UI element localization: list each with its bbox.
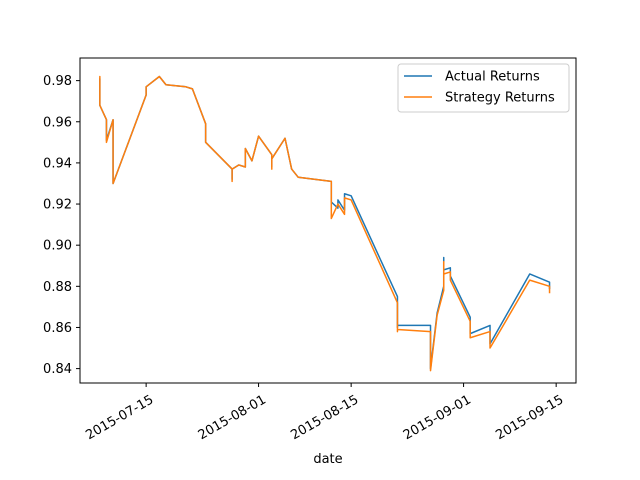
y-tick-label: 0.84 bbox=[43, 362, 72, 377]
plot-area-frame bbox=[79, 57, 577, 384]
legend-box bbox=[397, 63, 570, 113]
y-tick-label: 0.90 bbox=[43, 239, 72, 254]
y-tick-label: 0.86 bbox=[43, 321, 72, 336]
y-tick-label: 0.88 bbox=[43, 280, 72, 295]
y-tick-label: 0.96 bbox=[43, 115, 72, 130]
y-tick-label: 0.92 bbox=[43, 198, 72, 213]
series-line-strategy-returns bbox=[99, 75, 551, 372]
y-tick-label: 0.94 bbox=[43, 156, 72, 171]
y-tick-label: 0.98 bbox=[43, 74, 72, 89]
legend-label: Actual Returns bbox=[445, 70, 540, 85]
x-axis-label: date bbox=[313, 452, 342, 467]
y-axis: 0.84 0.86 0.88 0.90 0.92 0.94 0.96 0.98 bbox=[43, 74, 80, 377]
series-layer bbox=[99, 75, 551, 372]
legend: Actual Returns Strategy Returns bbox=[397, 63, 570, 113]
legend-label: Strategy Returns bbox=[445, 91, 555, 106]
